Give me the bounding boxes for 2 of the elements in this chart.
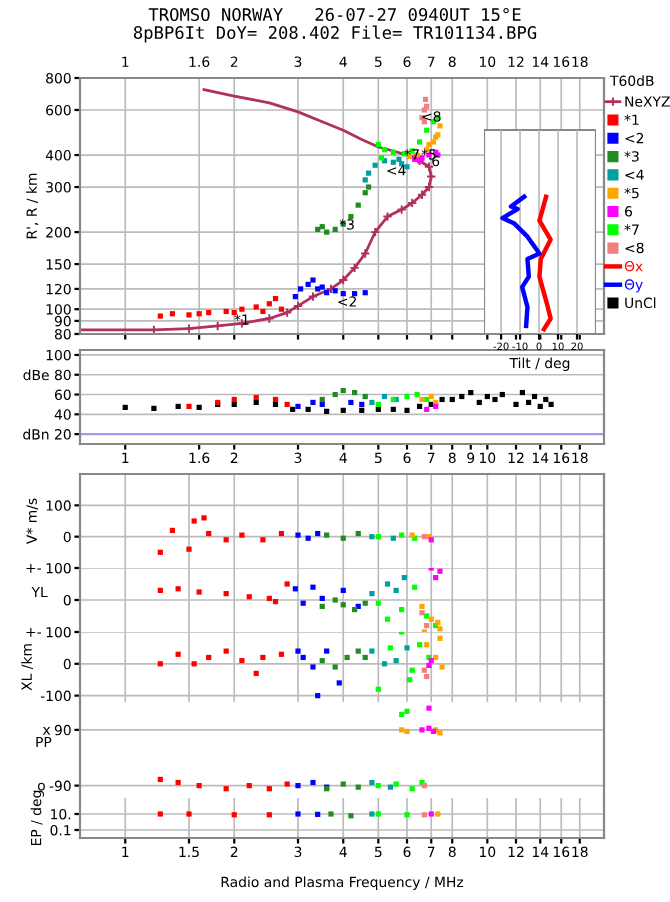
chart-title: TROMSO NORWAY 26-07-27 0940UT 15°E — [148, 8, 521, 22]
chart-subtitle: 8pBP6It DoY= 208.402 File= TR101134.BPG — [133, 25, 537, 43]
